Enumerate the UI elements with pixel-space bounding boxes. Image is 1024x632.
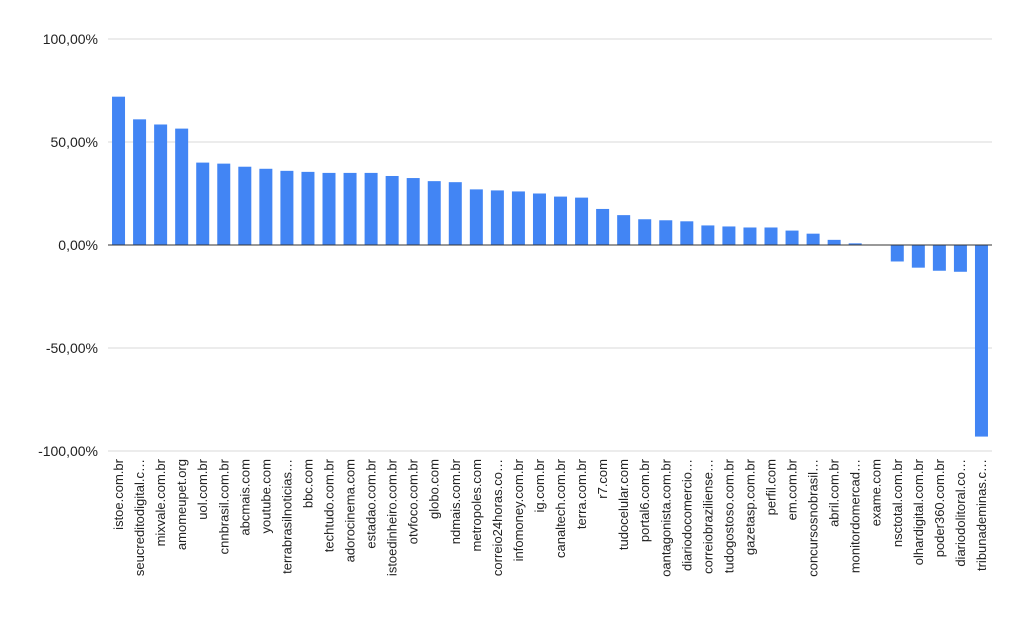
bar [112, 96, 126, 246]
category-label: diariodocomercio… [679, 459, 694, 571]
category-label: amomeupet.org [174, 459, 189, 550]
category-label: diariodolitoral.co… [953, 459, 968, 567]
category-label: abril.com.br [827, 458, 842, 527]
y-tick-label: -100,00% [38, 443, 98, 459]
category-label: otvfoco.com.br [406, 458, 421, 544]
bar [238, 166, 252, 245]
bar [827, 239, 841, 245]
y-axis-tick-labels: -100,00% -50,00% 0,00% 50,00% 100,00% [38, 31, 98, 459]
bar [511, 191, 525, 245]
bar [175, 128, 189, 245]
bar [448, 182, 462, 245]
bar [701, 225, 715, 245]
y-tick-label: -50,00% [46, 340, 98, 356]
category-label: techtudo.com.br [322, 458, 337, 552]
category-label: nsctotal.com.br [890, 458, 905, 547]
category-label: oantagonista.com.br [658, 458, 673, 576]
bar [406, 178, 420, 245]
category-label: terrabrasilnoticias… [279, 459, 294, 574]
bar [133, 119, 147, 245]
category-label: tudocelular.com [616, 459, 631, 550]
bar [469, 189, 483, 245]
category-label: abcmais.com [237, 459, 252, 536]
category-label: youtube.com [258, 459, 273, 533]
category-label: uol.com.br [195, 458, 210, 519]
bar [596, 208, 610, 245]
category-label: adorocinema.com [343, 459, 358, 562]
category-label: tudogostoso.com.br [721, 458, 736, 573]
bar [532, 193, 546, 245]
bar [575, 197, 589, 245]
category-label: tribunademinas.c… [974, 459, 989, 571]
bar [301, 171, 315, 245]
bar [259, 168, 273, 245]
category-label: cnnbrasil.com.br [216, 458, 231, 554]
bar [932, 245, 946, 271]
bar [343, 172, 357, 245]
category-label: mixvale.com.br [153, 458, 168, 546]
category-label: bbc.com [300, 459, 315, 508]
bar [427, 181, 441, 245]
category-label: seucreditodigital.c… [132, 459, 147, 576]
bar [785, 230, 799, 245]
x-axis-category-labels: istoe.com.br seucreditodigital.c… mixvale.… [111, 458, 989, 576]
bar [638, 219, 652, 245]
bar [890, 245, 904, 262]
category-label: monitordomercad… [848, 459, 863, 573]
bars [112, 96, 988, 437]
category-label: r7.com [595, 459, 610, 499]
bar [554, 196, 568, 245]
bar [385, 175, 399, 245]
bar [722, 226, 736, 245]
y-tick-label: 0,00% [58, 237, 98, 253]
category-label: terra.com.br [574, 458, 589, 529]
category-label: portal6.com.br [637, 458, 652, 542]
category-label: istoe.com.br [111, 458, 126, 529]
bar [764, 227, 778, 245]
category-label: olhardigital.com.br [911, 458, 926, 565]
bar [196, 162, 210, 245]
category-label: concursosnobrasil… [806, 459, 821, 577]
category-label: globo.com [427, 459, 442, 519]
category-label: ig.com.br [532, 458, 547, 512]
bar [911, 245, 925, 268]
bar [743, 227, 757, 245]
gridlines [108, 38, 992, 452]
category-label: em.com.br [785, 458, 800, 520]
category-label: exame.com [869, 459, 884, 526]
category-label: istoedinheiro.com.br [385, 458, 400, 576]
bar [680, 221, 694, 245]
category-label: perfil.com [764, 459, 779, 515]
category-label: poder360.com.br [932, 458, 947, 557]
y-tick-label: 100,00% [43, 31, 98, 47]
category-label: ndmais.com.br [448, 458, 463, 544]
bar [154, 124, 168, 245]
category-label: correio24horas.co… [490, 459, 505, 576]
category-label: correiobraziliense… [700, 459, 715, 574]
bar [490, 190, 504, 245]
bar [617, 215, 631, 245]
bar [280, 170, 294, 245]
category-label: canaltech.com.br [553, 458, 568, 558]
bar [364, 172, 378, 245]
bar [848, 243, 862, 245]
bar [974, 245, 988, 437]
bar [953, 245, 967, 272]
bar [806, 233, 820, 245]
category-label: estadao.com.br [364, 458, 379, 548]
y-tick-label: 50,00% [51, 134, 98, 150]
bar [322, 172, 336, 245]
category-label: metropoles.com [469, 459, 484, 551]
category-label: infomoney.com.br [511, 458, 526, 561]
bar [659, 220, 673, 245]
category-label: gazetasp.com.br [742, 458, 757, 555]
bar [217, 163, 231, 245]
